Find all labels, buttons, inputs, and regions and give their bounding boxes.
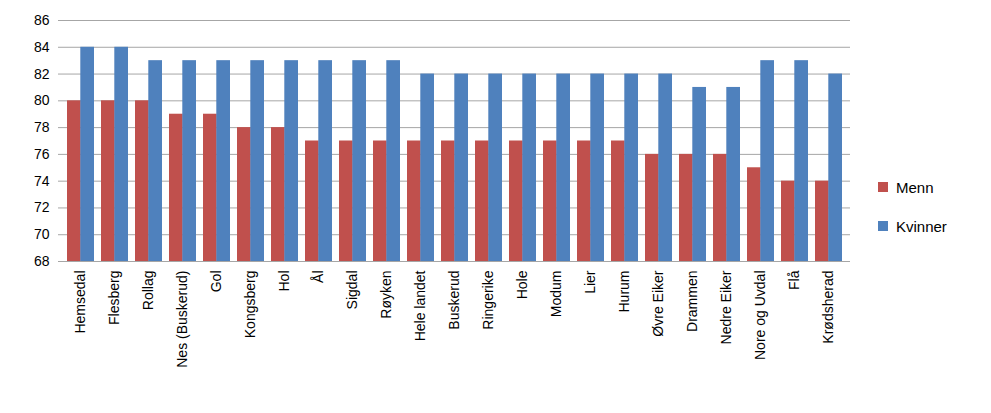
svg-text:Hurum: Hurum xyxy=(616,271,632,313)
svg-text:Ål: Ål xyxy=(310,271,326,283)
svg-text:82: 82 xyxy=(34,66,50,82)
svg-text:74: 74 xyxy=(34,173,50,189)
svg-text:Modum: Modum xyxy=(548,271,564,318)
svg-text:Drammen: Drammen xyxy=(684,271,700,332)
svg-text:Rollag: Rollag xyxy=(140,271,156,311)
svg-text:Hole: Hole xyxy=(514,270,530,299)
svg-text:70: 70 xyxy=(34,226,50,242)
svg-text:Hemsedal: Hemsedal xyxy=(72,271,88,334)
svg-text:Sigdal: Sigdal xyxy=(344,271,360,310)
svg-text:Kongsberg: Kongsberg xyxy=(242,271,258,339)
svg-text:Lier: Lier xyxy=(582,270,598,294)
html-text:Menn: Menn xyxy=(896,178,934,196)
svg-text:Røyken: Røyken xyxy=(378,271,394,319)
svg-text:86: 86 xyxy=(34,12,50,28)
svg-text:Ringerike: Ringerike xyxy=(480,270,496,329)
svg-text:Gol: Gol xyxy=(208,271,224,293)
svg-text:Hol: Hol xyxy=(276,271,292,292)
svg-text:72: 72 xyxy=(34,199,50,215)
svg-text:Nes (Buskerud): Nes (Buskerud) xyxy=(174,271,190,368)
svg-text:Øvre Eiker: Øvre Eiker xyxy=(650,270,666,336)
svg-text:Nore og Uvdal: Nore og Uvdal xyxy=(752,271,768,361)
svg-text:78: 78 xyxy=(34,119,50,135)
svg-text:80: 80 xyxy=(34,92,50,108)
svg-text:Flesberg: Flesberg xyxy=(106,271,122,325)
html-text:Kvinner: Kvinner xyxy=(896,217,947,235)
svg-text:Nedre Eiker: Nedre Eiker xyxy=(718,270,734,344)
svg-text:Hele landet: Hele landet xyxy=(412,270,428,341)
svg-text:Flå: Flå xyxy=(786,270,802,290)
svg-text:76: 76 xyxy=(34,146,50,162)
svg-text:Buskerud: Buskerud xyxy=(446,271,462,330)
svg-text:68: 68 xyxy=(34,253,50,269)
svg-text:84: 84 xyxy=(34,39,50,55)
svg-text:Krødsherad: Krødsherad xyxy=(820,271,836,344)
